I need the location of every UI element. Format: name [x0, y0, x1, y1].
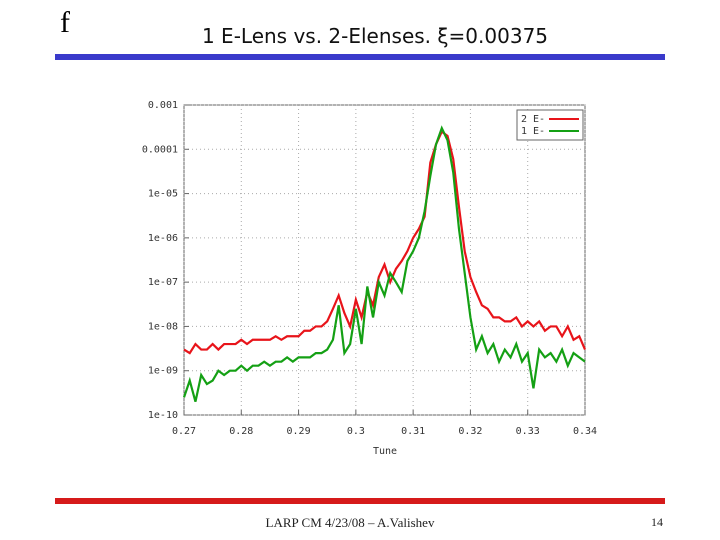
x-tick-label: 0.34	[573, 426, 597, 437]
y-tick-label: 1e-10	[148, 410, 178, 421]
x-tick-label: 0.28	[229, 426, 253, 437]
y-tick-label: 1e-06	[148, 233, 178, 244]
legend-label: 1 E-	[521, 126, 545, 137]
y-tick-label: 1e-09	[148, 366, 178, 377]
legend-label: 2 E-	[521, 114, 545, 125]
logo: f	[60, 6, 70, 39]
x-axis-label: Tune	[373, 446, 397, 457]
x-tick-label: 0.33	[516, 426, 540, 437]
x-tick-label: 0.32	[458, 426, 482, 437]
x-tick-label: 0.3	[347, 426, 365, 437]
page-number: 14	[651, 515, 663, 529]
x-tick-label: 0.27	[172, 426, 196, 437]
series-line	[183, 129, 587, 355]
footer-rule	[55, 498, 665, 504]
series-line	[182, 125, 586, 402]
legend-box	[516, 109, 584, 141]
slide-title: 1 E-Lens vs. 2-Elenses. ξ=0.00375	[202, 24, 548, 48]
y-tick-label: 1e-08	[148, 321, 178, 332]
y-tick-label: 0.0001	[142, 144, 178, 155]
y-tick-label: 1e-05	[148, 189, 178, 200]
x-tick-label: 0.31	[401, 426, 425, 437]
title-rule	[55, 54, 665, 60]
y-tick-label: 0.001	[148, 100, 178, 111]
x-tick-label: 0.29	[287, 426, 311, 437]
y-tick-label: 1e-07	[148, 277, 178, 288]
footer: LARP CM 4/23/08 – A.Valishev	[266, 515, 435, 530]
